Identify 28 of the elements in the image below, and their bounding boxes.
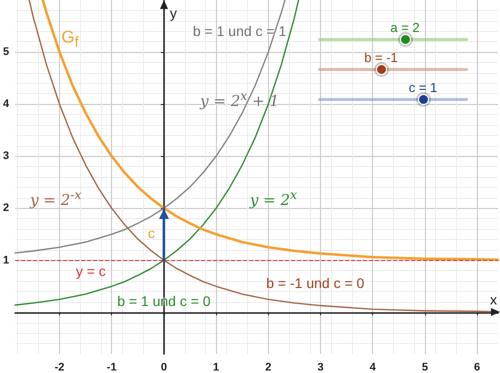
annotation: b = -1 und c = 0 (266, 275, 364, 292)
annotation: G$_{f}$ (61, 27, 79, 51)
y-tick-label: 4 (2, 98, 10, 110)
x-tick-label: -1 (106, 362, 117, 373)
x-tick-label: -2 (54, 362, 64, 373)
x-tick-label: 6 (474, 362, 480, 373)
y-tick-label: 1 (2, 254, 10, 266)
annotation: a = 2 (389, 20, 421, 35)
annotation: y = 2$^{x}$ (250, 186, 298, 209)
ref-line-label: y = c (76, 263, 106, 280)
y-tick-label: 5 (2, 46, 10, 58)
annotation: c = 1 (408, 80, 438, 95)
y-tick-label: 3 (2, 150, 10, 162)
annotation: y = 2$^{x}$ + 1 (200, 88, 279, 110)
annotation: y = 2$^{-x}$ (30, 186, 82, 209)
line-series (42, 0, 500, 262)
x-tick-label: 5 (422, 362, 428, 373)
annotation: b = -1 (363, 50, 399, 65)
x-tick-label: 0 (160, 362, 167, 373)
y-tick-label: 2 (2, 202, 10, 214)
x-tick-label: 1 (213, 362, 220, 373)
x-tick-label: 3 (317, 362, 324, 373)
annotation: b = 1 und c = 1 (192, 23, 286, 40)
y-axis-title: y (170, 5, 177, 21)
x-axis-title: x (490, 291, 497, 308)
annotation: c (148, 224, 155, 241)
x-tick-label: 4 (370, 362, 377, 373)
x-tick-label: 2 (265, 362, 272, 373)
